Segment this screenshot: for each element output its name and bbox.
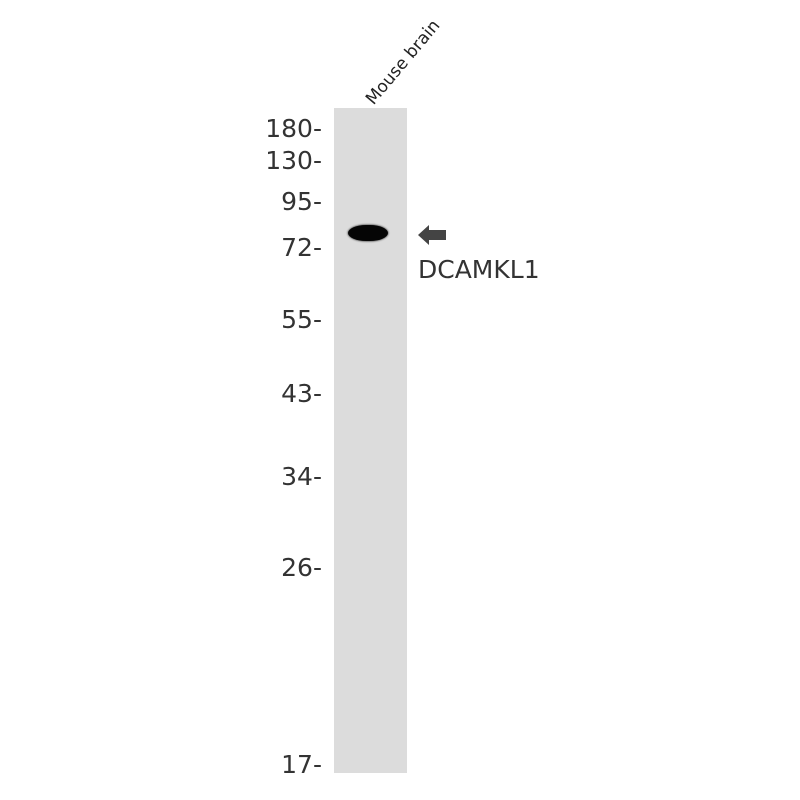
marker-72: 72-: [281, 233, 322, 262]
marker-55: 55-: [281, 305, 322, 334]
marker-130: 130-: [265, 146, 322, 175]
marker-34: 34-: [281, 462, 322, 491]
target-protein-label: DCAMKL1: [418, 255, 540, 284]
marker-95: 95-: [281, 187, 322, 216]
marker-17: 17-: [281, 750, 322, 779]
lane-label: Mouse brain: [362, 16, 445, 109]
marker-180: 180-: [265, 114, 322, 143]
blot-lane: [334, 108, 407, 773]
marker-43: 43-: [281, 379, 322, 408]
protein-band: [348, 225, 388, 241]
arrow-left-icon: [418, 225, 446, 245]
marker-26: 26-: [281, 553, 322, 582]
